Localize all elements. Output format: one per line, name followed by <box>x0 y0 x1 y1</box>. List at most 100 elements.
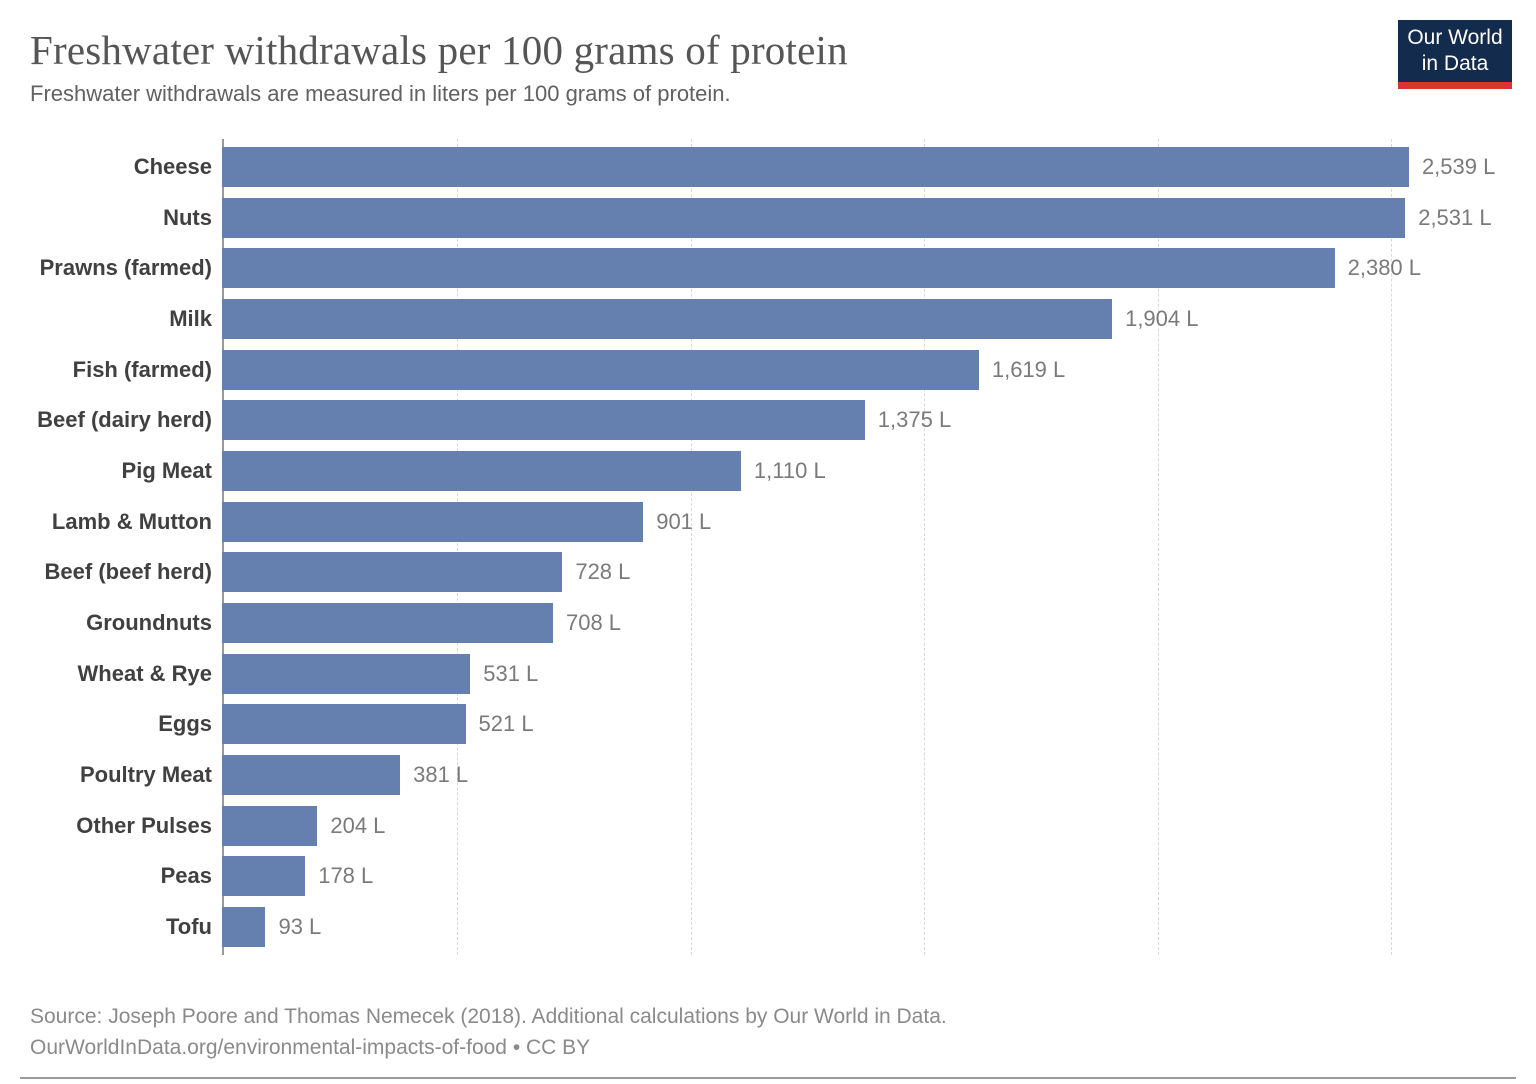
bar-chart: Cheese 2,539 L Nuts 2,531 L Prawns (farmed) 2… <box>30 139 1536 955</box>
category-label: Milk <box>169 305 212 331</box>
category-label: Other Pulses <box>76 812 212 838</box>
bar[interactable] <box>222 501 644 542</box>
owid-logo-line1: Our World <box>1407 26 1503 49</box>
bar-row: Pig Meat 1,110 L <box>30 450 1516 491</box>
bar[interactable] <box>222 248 1335 289</box>
value-label: 2,531 L <box>1418 204 1492 230</box>
bar-rows: Cheese 2,539 L Nuts 2,531 L Prawns (farmed) 2… <box>30 147 1516 947</box>
bar[interactable] <box>222 552 563 593</box>
bar-row: Wheat & Rye 531 L <box>30 653 1516 694</box>
bar-track: 708 L <box>222 602 1516 643</box>
value-label: 2,539 L <box>1421 154 1496 179</box>
bar-row: Poultry Meat 381 L <box>30 754 1516 795</box>
value-label: 1,375 L <box>877 407 952 433</box>
category-label: Prawns (farmed) <box>39 255 212 281</box>
bar-row: Beef (dairy herd) 1,375 L <box>30 400 1516 441</box>
bar-row: Lamb & Mutton 901 L <box>30 501 1516 542</box>
bar[interactable] <box>222 653 471 694</box>
category-label: Fish (farmed) <box>72 356 212 382</box>
bar-track: 93 L <box>222 906 1516 947</box>
bar[interactable] <box>222 400 865 441</box>
bar-track: 178 L <box>222 856 1516 897</box>
value-label: 1,110 L <box>753 457 826 483</box>
category-label: Pig Meat <box>121 457 212 483</box>
bar-row: Peas 178 L <box>30 856 1516 897</box>
value-label: 93 L <box>278 913 322 939</box>
page-title: Freshwater withdrawals per 100 grams of … <box>30 27 848 73</box>
chart-subtitle: Freshwater withdrawals are measured in l… <box>30 81 731 106</box>
source-line-2: OurWorldInData.org/environmental-impacts… <box>30 1036 591 1059</box>
gridline-500 <box>457 139 459 955</box>
bar-track: 1,904 L <box>222 298 1516 339</box>
bar[interactable] <box>222 147 1409 187</box>
bar[interactable] <box>222 298 1113 339</box>
chart-header: Freshwater withdrawals per 100 grams of … <box>30 26 1376 108</box>
gridline-2000 <box>1157 139 1159 955</box>
bar-row: Other Pulses 204 L <box>30 805 1516 846</box>
category-label: Cheese <box>133 154 212 179</box>
bar-track: 531 L <box>222 653 1516 694</box>
bar[interactable] <box>222 906 266 947</box>
bar[interactable] <box>222 450 741 491</box>
bar[interactable] <box>222 856 306 897</box>
value-label: 708 L <box>565 609 622 635</box>
value-label: 521 L <box>478 711 534 737</box>
gridline-1000 <box>690 139 692 955</box>
owid-logo-line2: in Data <box>1421 52 1489 75</box>
bar-track: 901 L <box>222 501 1516 542</box>
category-label: Peas <box>160 863 212 889</box>
value-label: 2,380 L <box>1347 255 1422 281</box>
bar-row: Beef (beef herd) 728 L <box>30 552 1516 593</box>
category-label: Beef (dairy herd) <box>37 407 212 433</box>
bar-row: Eggs 521 L <box>30 704 1516 745</box>
bar-row: Milk 1,904 L <box>30 298 1516 339</box>
category-label: Poultry Meat <box>79 761 212 787</box>
category-label: Eggs <box>158 711 212 737</box>
owid-logo-box: Our World in Data <box>1398 20 1512 82</box>
bar-row: Cheese 2,539 L <box>30 147 1516 187</box>
bar[interactable] <box>222 602 553 643</box>
category-label: Beef (beef herd) <box>44 559 212 585</box>
bar-row: Fish (farmed) 1,619 L <box>30 349 1516 390</box>
bar[interactable] <box>222 197 1406 238</box>
value-label: 204 L <box>330 812 386 838</box>
bar[interactable] <box>222 754 401 795</box>
value-label: 901 L <box>656 508 712 534</box>
bar-track: 2,380 L <box>222 248 1516 289</box>
bottom-divider <box>20 1077 1516 1079</box>
value-label: 178 L <box>318 863 374 889</box>
owid-logo-red-strip <box>1398 82 1512 89</box>
bar-track: 2,539 L <box>222 147 1516 187</box>
bar-track: 381 L <box>222 754 1516 795</box>
value-label: 728 L <box>575 559 631 585</box>
source-line-1: Source: Joseph Poore and Thomas Nemecek … <box>30 1005 947 1028</box>
bar-track: 204 L <box>222 805 1516 846</box>
bar-track: 1,375 L <box>222 400 1516 441</box>
category-label: Tofu <box>165 913 212 939</box>
bar-row: Nuts 2,531 L <box>30 197 1516 238</box>
value-label: 1,904 L <box>1125 305 1199 331</box>
plot-area <box>222 139 1516 955</box>
category-label: Lamb & Mutton <box>51 508 212 534</box>
value-label: 1,619 L <box>991 356 1066 382</box>
chart-footer: Source: Joseph Poore and Thomas Nemecek … <box>30 1001 1506 1063</box>
bar[interactable] <box>222 704 466 745</box>
bar[interactable] <box>222 349 979 390</box>
bar-row: Tofu 93 L <box>30 906 1516 947</box>
category-label: Groundnuts <box>86 609 212 635</box>
value-label: 381 L <box>413 761 469 787</box>
gridline-1500 <box>924 139 926 955</box>
category-label: Wheat & Rye <box>77 660 212 686</box>
gridline-2500 <box>1390 139 1392 955</box>
bar-track: 2,531 L <box>222 197 1516 238</box>
bar[interactable] <box>222 805 318 846</box>
category-label: Nuts <box>163 204 212 230</box>
owid-logo[interactable]: Our World in Data <box>1398 20 1512 89</box>
bar-track: 1,110 L <box>222 450 1516 491</box>
value-label: 531 L <box>483 660 539 686</box>
bar-track: 521 L <box>222 704 1516 745</box>
bar-track: 1,619 L <box>222 349 1516 390</box>
bar-track: 728 L <box>222 552 1516 593</box>
bar-row: Groundnuts 708 L <box>30 602 1516 643</box>
